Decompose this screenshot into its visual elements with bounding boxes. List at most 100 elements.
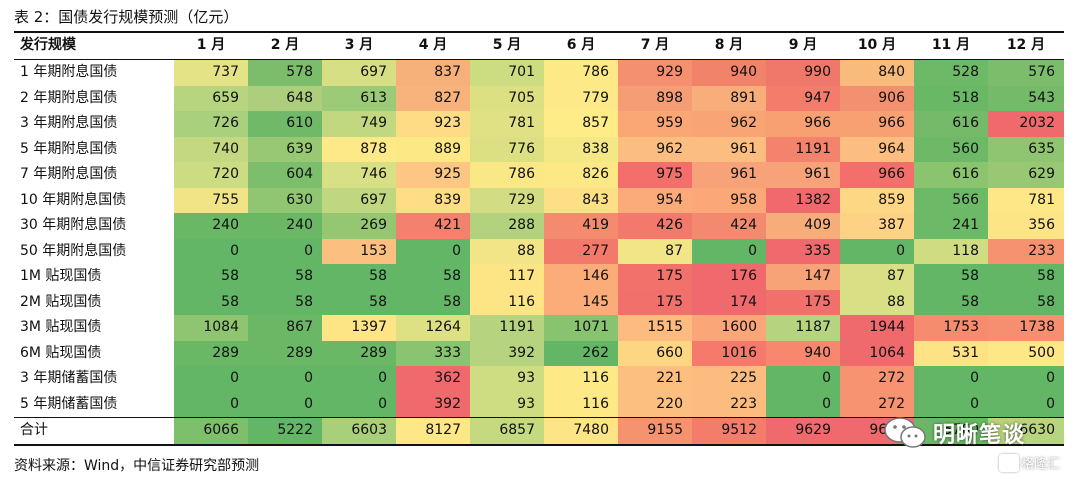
table-row: 2M 贴现国债 58 58 58 58 116 145 175 174 175 88 58 58 xyxy=(14,289,1064,315)
value-cell: 116 xyxy=(470,289,544,315)
issuance-table: 发行规模 1 月 2 月 3 月 4 月 5 月 6 月 7 月 8 月 9 月… xyxy=(14,33,1064,446)
row-label: 5 年期储蓄国债 xyxy=(14,391,174,418)
value-cell: 58 xyxy=(322,289,396,315)
value-cell: 1064 xyxy=(840,340,914,366)
value-cell: 392 xyxy=(396,391,470,418)
value-cell: 500 xyxy=(988,340,1064,366)
table-row: 1 年期附息国债 737 578 697 837 701 786 929 940 990 840 52… xyxy=(14,59,1064,86)
header-cell: 7 月 xyxy=(618,33,692,60)
header-cell: 3 月 xyxy=(322,33,396,60)
value-cell: 543 xyxy=(988,85,1064,111)
value-cell: 966 xyxy=(840,111,914,137)
value-cell: 58 xyxy=(988,264,1064,290)
value-cell: 0 xyxy=(174,238,248,264)
value-cell: 0 xyxy=(988,366,1064,392)
table-body: 1 年期附息国债 737 578 697 837 701 786 929 940 990 840 52… xyxy=(14,59,1064,446)
value-cell: 0 xyxy=(174,366,248,392)
value-cell: 1264 xyxy=(396,315,470,341)
value-cell: 648 xyxy=(248,85,322,111)
value-cell: 779 xyxy=(544,85,618,111)
value-cell: 9629 xyxy=(766,417,840,446)
value-cell: 786 xyxy=(470,162,544,188)
value-cell: 277 xyxy=(544,238,618,264)
value-cell: 889 xyxy=(396,136,470,162)
value-cell: 906 xyxy=(840,85,914,111)
value-cell: 333 xyxy=(396,340,470,366)
value-cell: 629 xyxy=(988,162,1064,188)
row-label: 10 年期附息国债 xyxy=(14,187,174,213)
watermark-logo: 格隆汇 xyxy=(999,453,1061,472)
value-cell: 335 xyxy=(766,238,840,264)
value-cell: 701 xyxy=(470,59,544,86)
value-cell: 2032 xyxy=(988,111,1064,137)
value-cell: 954 xyxy=(618,187,692,213)
header-cell: 5 月 xyxy=(470,33,544,60)
value-cell: 827 xyxy=(396,85,470,111)
value-cell: 421 xyxy=(396,213,470,239)
value-cell: 0 xyxy=(248,391,322,418)
value-cell: 262 xyxy=(544,340,618,366)
value-cell: 1191 xyxy=(766,136,840,162)
wechat-icon xyxy=(884,417,926,448)
row-label: 6M 贴现国债 xyxy=(14,340,174,366)
table-row: 30 年期附息国债 240 240 269 421 288 419 426 424 409 387 2… xyxy=(14,213,1064,239)
value-cell: 424 xyxy=(692,213,766,239)
value-cell: 961 xyxy=(692,162,766,188)
row-label: 1M 贴现国债 xyxy=(14,264,174,290)
value-cell: 118 xyxy=(914,238,988,264)
value-cell: 1382 xyxy=(766,187,840,213)
value-cell: 660 xyxy=(618,340,692,366)
value-cell: 419 xyxy=(544,213,618,239)
row-label: 7 年期附息国债 xyxy=(14,162,174,188)
value-cell: 289 xyxy=(174,340,248,366)
value-cell: 843 xyxy=(544,187,618,213)
value-cell: 1738 xyxy=(988,315,1064,341)
value-cell: 923 xyxy=(396,111,470,137)
value-cell: 146 xyxy=(544,264,618,290)
value-cell: 58 xyxy=(248,264,322,290)
header-cell: 11 月 xyxy=(914,33,988,60)
value-cell: 0 xyxy=(692,238,766,264)
value-cell: 117 xyxy=(470,264,544,290)
value-cell: 5760 xyxy=(914,417,988,446)
value-cell: 857 xyxy=(544,111,618,137)
value-cell: 1944 xyxy=(840,315,914,341)
value-cell: 87 xyxy=(840,264,914,290)
value-cell: 940 xyxy=(692,59,766,86)
value-cell: 88 xyxy=(840,289,914,315)
value-cell: 87 xyxy=(618,238,692,264)
table-row: 7 年期附息国债 720 604 746 925 786 826 975 961 961 966 61… xyxy=(14,162,1064,188)
value-cell: 859 xyxy=(840,187,914,213)
value-cell: 0 xyxy=(322,366,396,392)
top-rule xyxy=(14,31,1064,33)
row-label: 3 年期附息国债 xyxy=(14,111,174,137)
value-cell: 867 xyxy=(248,315,322,341)
value-cell: 878 xyxy=(322,136,396,162)
value-cell: 93 xyxy=(470,391,544,418)
row-label: 30 年期附息国债 xyxy=(14,213,174,239)
header-cell: 12 月 xyxy=(988,33,1064,60)
value-cell: 604 xyxy=(248,162,322,188)
value-cell: 0 xyxy=(248,366,322,392)
value-cell: 0 xyxy=(766,391,840,418)
value-cell: 0 xyxy=(988,391,1064,418)
value-cell: 58 xyxy=(396,289,470,315)
header-cell: 1 月 xyxy=(174,33,248,60)
value-cell: 0 xyxy=(914,366,988,392)
value-cell: 175 xyxy=(766,289,840,315)
value-cell: 1084 xyxy=(174,315,248,341)
value-cell: 58 xyxy=(914,264,988,290)
value-cell: 272 xyxy=(840,391,914,418)
watermark: 明晰笔谈 格隆汇 xyxy=(883,413,1063,472)
header-cell: 2 月 xyxy=(248,33,322,60)
value-cell: 240 xyxy=(248,213,322,239)
value-cell: 1515 xyxy=(618,315,692,341)
value-cell: 426 xyxy=(618,213,692,239)
value-cell: 786 xyxy=(544,59,618,86)
value-cell: 1600 xyxy=(692,315,766,341)
value-cell: 528 xyxy=(914,59,988,86)
value-cell: 840 xyxy=(840,59,914,86)
value-cell: 387 xyxy=(840,213,914,239)
value-cell: 576 xyxy=(988,59,1064,86)
row-label: 50 年期附息国债 xyxy=(14,238,174,264)
